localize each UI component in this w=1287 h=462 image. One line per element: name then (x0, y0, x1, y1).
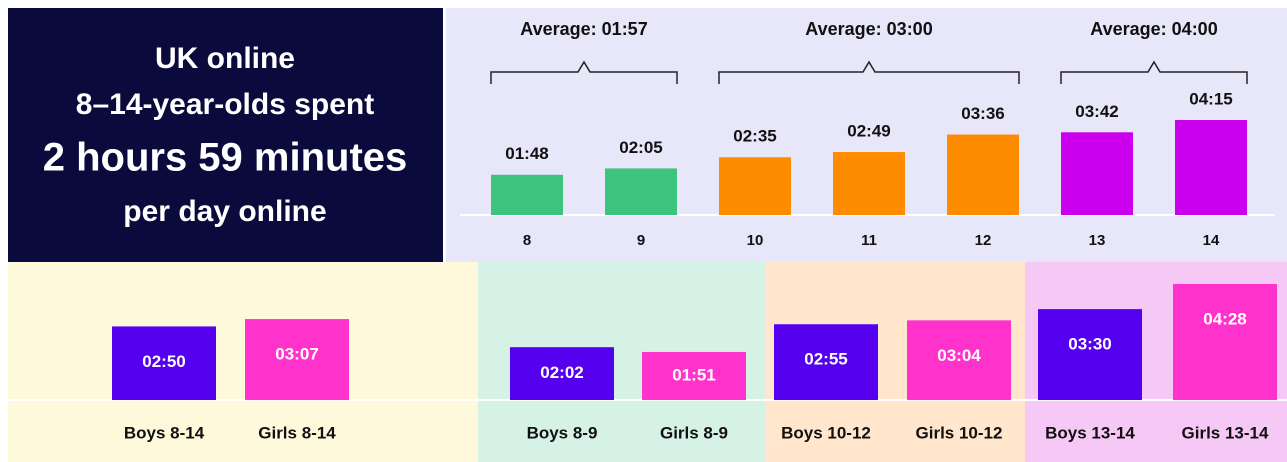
x-tick-label: Girls 8-14 (258, 423, 336, 442)
bar (605, 168, 677, 215)
value-label: 01:48 (505, 144, 548, 163)
value-label: 03:07 (275, 345, 318, 364)
title-line: 8–14-year-olds spent (76, 88, 374, 121)
bar (510, 347, 614, 400)
x-tick-label: 10 (747, 232, 764, 249)
bar (1061, 132, 1133, 215)
bracket (490, 60, 678, 84)
value-label: 02:02 (540, 363, 583, 382)
bar (774, 324, 878, 400)
value-label: 02:49 (847, 122, 890, 141)
bar (947, 134, 1019, 215)
bar (1038, 309, 1142, 400)
value-label: 03:36 (961, 104, 1004, 123)
bracket (718, 60, 1020, 84)
average-label: Average: 03:00 (805, 19, 932, 39)
title-line: 2 hours 59 minutes (43, 136, 408, 180)
bar (907, 320, 1011, 400)
x-tick-label: 13 (1089, 232, 1106, 249)
bar (245, 319, 349, 400)
value-label: 02:55 (804, 350, 847, 369)
value-label: 04:15 (1189, 89, 1232, 108)
x-tick-label: 9 (637, 232, 645, 249)
age-panel (446, 8, 1287, 262)
x-tick-label: Boys 10-12 (781, 423, 871, 442)
average-label: Average: 01:57 (520, 19, 647, 39)
bar (719, 157, 791, 215)
x-tick-label: Girls 10-12 (916, 423, 1003, 442)
x-tick-label: Girls 8-9 (660, 423, 728, 442)
title-panel (8, 8, 443, 262)
x-tick-label: Boys 8-14 (124, 423, 205, 442)
x-tick-label: Boys 8-9 (527, 423, 598, 442)
x-tick-label: 8 (523, 232, 531, 249)
bracket (1060, 60, 1248, 84)
value-label: 01:51 (672, 365, 715, 384)
value-label: 02:05 (619, 138, 662, 157)
group-panel (8, 262, 478, 462)
value-label: 03:04 (937, 346, 981, 365)
value-label: 04:28 (1203, 309, 1246, 328)
x-tick-label: 12 (975, 232, 992, 249)
value-label: 03:30 (1068, 335, 1111, 354)
title-line: UK online (155, 42, 295, 75)
bar (833, 152, 905, 215)
bar (112, 326, 216, 400)
bar (1175, 120, 1247, 215)
value-label: 03:42 (1075, 102, 1118, 121)
bar (1173, 284, 1277, 400)
x-tick-label: Boys 13-14 (1045, 423, 1135, 442)
x-tick-label: Girls 13-14 (1182, 423, 1269, 442)
value-label: 02:50 (142, 352, 185, 371)
value-label: 02:35 (733, 127, 776, 146)
bar (642, 351, 746, 400)
average-label: Average: 04:00 (1090, 19, 1217, 39)
x-tick-label: 11 (861, 232, 877, 249)
x-tick-label: 14 (1203, 232, 1220, 249)
bar (491, 174, 563, 215)
title-line: per day online (123, 195, 326, 228)
